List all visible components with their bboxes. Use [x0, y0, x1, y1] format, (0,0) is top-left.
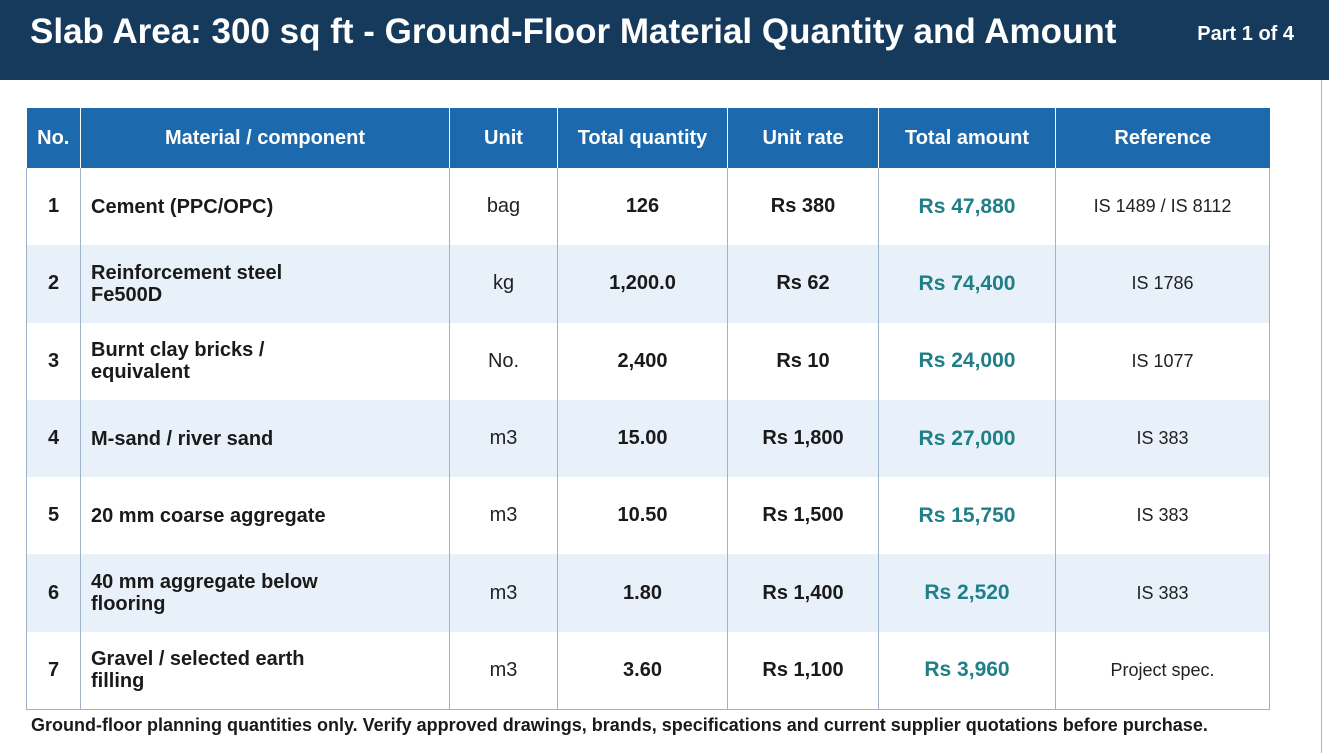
cell-material: 20 mm coarse aggregate [80, 477, 450, 555]
page-border-line [1321, 80, 1322, 753]
cell-rate: Rs 1,800 [727, 399, 879, 478]
material-name: M-sand / river sand [91, 427, 274, 450]
cell-quantity: 10.50 [557, 477, 728, 555]
cell-reference: IS 383 [1055, 399, 1270, 478]
cell-no: 1 [26, 168, 81, 246]
cell-reference: IS 1077 [1055, 322, 1270, 400]
cell-reference: IS 383 [1055, 477, 1270, 555]
footnote: Ground-floor planning quantities only. V… [31, 715, 1208, 735]
cell-unit: m3 [449, 477, 558, 555]
material-name: Reinforcement steel Fe500D [91, 261, 283, 306]
table-row: 6 40 mm aggregate below flooring m3 1.80 Rs … [26, 554, 1270, 632]
cell-no: 6 [26, 554, 81, 632]
cell-material: Gravel / selected earth filling [80, 631, 450, 710]
cell-amount: Rs 74,400 [878, 245, 1056, 323]
cell-amount: Rs 3,960 [878, 631, 1056, 710]
cell-no: 5 [26, 477, 81, 555]
material-name: 40 mm aggregate below flooring [91, 571, 318, 616]
page-title: Slab Area: 300 sq ft - Ground-Floor Mate… [30, 12, 1117, 51]
column-header-reference: Reference [1055, 108, 1270, 168]
column-header-material: Material / component [80, 108, 450, 168]
column-header-no: No. [26, 108, 81, 168]
table-row: 2 Reinforcement steel Fe500D kg 1,200.0 Rs 6… [26, 245, 1270, 323]
cell-rate: Rs 1,100 [727, 631, 879, 710]
column-header-rate: Unit rate [727, 108, 879, 168]
cell-reference: IS 383 [1055, 554, 1270, 632]
cell-quantity: 1.80 [557, 554, 728, 632]
cell-rate: Rs 1,400 [727, 554, 879, 632]
cell-unit: m3 [449, 554, 558, 632]
material-name: Cement (PPC/OPC) [91, 195, 274, 218]
cell-quantity: 3.60 [557, 631, 728, 710]
cell-reference: IS 1489 / IS 8112 [1055, 168, 1270, 246]
cell-unit: bag [449, 168, 558, 246]
cell-no: 7 [26, 631, 81, 710]
cell-no: 3 [26, 322, 81, 400]
cell-rate: Rs 62 [727, 245, 879, 323]
cell-material: M-sand / river sand [80, 399, 450, 478]
page-header: Slab Area: 300 sq ft - Ground-Floor Mate… [0, 0, 1329, 80]
cell-rate: Rs 1,500 [727, 477, 879, 555]
column-header-unit: Unit [449, 108, 558, 168]
table-row: 7 Gravel / selected earth filling m3 3.60 Rs… [26, 631, 1270, 710]
table-body: 1 Cement (PPC/OPC) bag 126 Rs 380 Rs 47,880 IS… [26, 168, 1270, 710]
table-row: 4 M-sand / river sand m3 15.00 Rs 1,800 Rs 27… [26, 399, 1270, 478]
cell-rate: Rs 10 [727, 322, 879, 400]
part-indicator: Part 1 of 4 [1197, 23, 1294, 45]
cell-no: 4 [26, 399, 81, 478]
table-row: 3 Burnt clay bricks / equivalent No. 2,400 R… [26, 322, 1270, 400]
material-name: Gravel / selected earth filling [91, 648, 305, 693]
cell-quantity: 1,200.0 [557, 245, 728, 323]
cell-amount: Rs 2,520 [878, 554, 1056, 632]
cell-material: Cement (PPC/OPC) [80, 168, 450, 246]
cell-unit: m3 [449, 399, 558, 478]
cell-rate: Rs 380 [727, 168, 879, 246]
cell-unit: No. [449, 322, 558, 400]
cell-amount: Rs 47,880 [878, 168, 1056, 246]
cell-no: 2 [26, 245, 81, 323]
cell-reference: IS 1786 [1055, 245, 1270, 323]
table-row: 5 20 mm coarse aggregate m3 10.50 Rs 1,500 Rs… [26, 477, 1270, 555]
materials-table: No. Material / component Unit Total quan… [26, 108, 1270, 710]
cell-material: 40 mm aggregate below flooring [80, 554, 450, 632]
cell-unit: m3 [449, 631, 558, 710]
cell-quantity: 126 [557, 168, 728, 246]
cell-material: Burnt clay bricks / equivalent [80, 322, 450, 400]
cell-amount: Rs 27,000 [878, 399, 1056, 478]
material-name: 20 mm coarse aggregate [91, 504, 326, 527]
table-row: 1 Cement (PPC/OPC) bag 126 Rs 380 Rs 47,880 IS… [26, 168, 1270, 246]
cell-quantity: 15.00 [557, 399, 728, 478]
cell-amount: Rs 15,750 [878, 477, 1056, 555]
cell-reference: Project spec. [1055, 631, 1270, 710]
cell-material: Reinforcement steel Fe500D [80, 245, 450, 323]
material-name: Burnt clay bricks / equivalent [91, 339, 265, 384]
column-header-amount: Total amount [878, 108, 1056, 168]
cell-quantity: 2,400 [557, 322, 728, 400]
table-header-row: No. Material / component Unit Total quan… [26, 108, 1270, 168]
cell-amount: Rs 24,000 [878, 322, 1056, 400]
column-header-quantity: Total quantity [557, 108, 728, 168]
cell-unit: kg [449, 245, 558, 323]
